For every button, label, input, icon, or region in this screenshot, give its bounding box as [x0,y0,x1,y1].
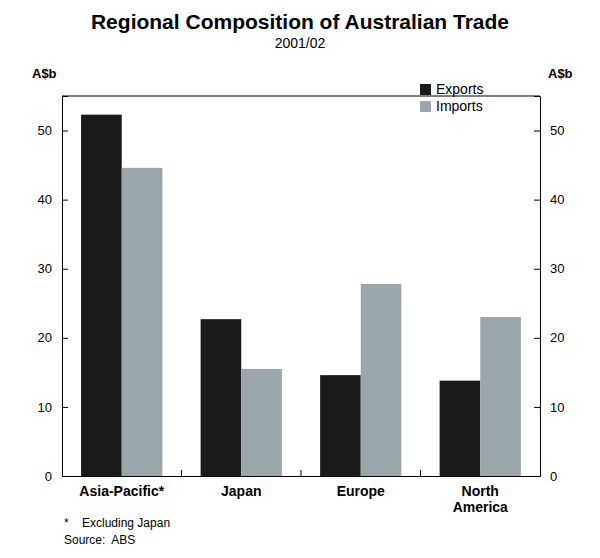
y2-tick-label: 30 [550,261,564,276]
y2-tick-label: 50 [550,123,564,138]
bar [201,319,242,476]
y-tick: 40 [38,192,68,207]
y-axis-line [63,97,69,477]
y2-tick-label: 10 [550,400,564,415]
y-tick: 10 [38,400,68,415]
bar [241,369,282,476]
category-separator [301,470,302,476]
y2-tick-label: 20 [550,330,564,345]
x-tick-label: Europe [337,483,385,499]
legend-label: Imports [436,98,483,114]
y-tick-mark [62,338,68,339]
y-axis-label: A$b [32,66,57,81]
legend-swatch [420,101,431,112]
y2-tick-mark [534,131,540,132]
x-tick: Asia-Pacific* [79,483,164,499]
x-axis-line [63,476,541,477]
source: Source: ABS [64,533,135,547]
y-tick: 20 [38,330,68,345]
x-tick-label: NorthAmerica [453,483,508,515]
y2-tick-mark [534,200,540,201]
y-tick-mark [62,269,68,270]
y-tick-mark [62,200,68,201]
subtitle: 2001/02 [275,35,326,51]
bar [320,375,361,476]
legend-item: Exports [420,81,483,97]
x-tick: Europe [337,483,385,499]
y2-axis-line [534,97,541,477]
bar [122,168,163,476]
legend: ExportsImports [420,81,483,114]
x-axis: Asia-Pacific* Japan Europe NorthAmerica [63,477,541,516]
y2-tick: 10 [534,400,564,415]
category-separator [420,470,421,476]
y-tick-label: 50 [38,123,52,138]
bar [480,317,521,476]
y-tick: 50 [38,123,68,138]
y2-tick: 30 [534,261,564,276]
y-tick-label: 30 [38,261,52,276]
y-tick-label: 40 [38,192,52,207]
y-axis: 0 10 20 30 40 50 [38,97,68,484]
x-tick: NorthAmerica [453,483,508,515]
y2-tick: 40 [534,192,564,207]
y2-tick-mark [534,338,540,339]
y2-tick: 20 [534,330,564,345]
title: Regional Composition of Australian Trade [91,10,509,33]
x-tick: Japan [221,483,261,499]
footnote: * Excluding Japan [64,516,170,530]
legend-label: Exports [436,81,483,97]
y2-tick-label: 40 [550,192,564,207]
y-tick-mark [62,407,68,408]
y2-tick-label: 0 [550,469,557,484]
category-separator [181,470,182,476]
y2-axis: 0 10 20 30 40 50 [534,97,564,484]
y2-tick: 50 [534,123,564,138]
y-tick-label: 10 [38,400,52,415]
x-tick-label: Japan [221,483,261,499]
plot: 0 10 20 30 40 50 0 10 20 30 40 50 Asia-Pacific* Japan… [38,81,565,515]
chart: Regional Composition of Australian Trade… [0,0,600,558]
y2-tick-mark [534,269,540,270]
y-tick: 30 [38,261,68,276]
y2-axis-label: A$b [548,66,573,81]
y-tick-mark [62,131,68,132]
x-tick-label: Asia-Pacific* [79,483,164,499]
bar [81,115,122,476]
y2-tick-mark [534,407,540,408]
y-tick-label: 20 [38,330,52,345]
bars [81,115,521,476]
bar [440,381,481,476]
legend-item: Imports [420,98,483,114]
y-tick-label: 0 [45,469,52,484]
legend-swatch [420,84,431,95]
bar [361,284,402,476]
